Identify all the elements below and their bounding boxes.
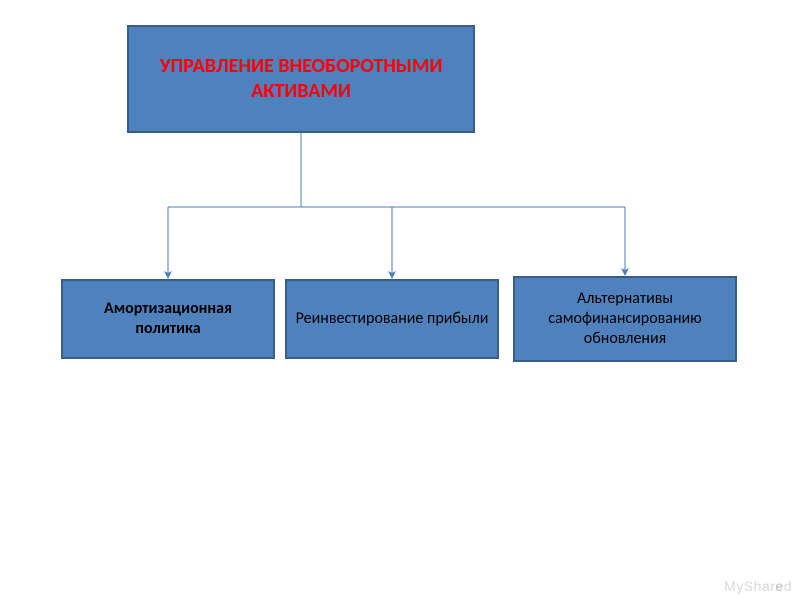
watermark-suffix: d: [784, 578, 792, 594]
child-node: Реинвестирование прибыли: [285, 279, 499, 359]
root-node-label: УПРАВЛЕНИЕ ВНЕОБОРОТНЫМИ АКТИВАМИ: [137, 54, 465, 104]
child-node-label: Альтернативы самофинансированию обновлен…: [523, 289, 727, 349]
root-node: УПРАВЛЕНИЕ ВНЕОБОРОТНЫМИ АКТИВАМИ: [127, 25, 475, 133]
child-node-label: Амортизационная политика: [71, 299, 265, 339]
watermark-prefix: MyShar: [724, 578, 775, 594]
child-node: Амортизационная политика: [61, 279, 275, 359]
watermark-accent: e: [775, 578, 783, 594]
watermark: MyShared: [724, 578, 792, 594]
child-node-label: Реинвестирование прибыли: [296, 309, 489, 329]
child-node: Альтернативы самофинансированию обновлен…: [513, 276, 737, 362]
